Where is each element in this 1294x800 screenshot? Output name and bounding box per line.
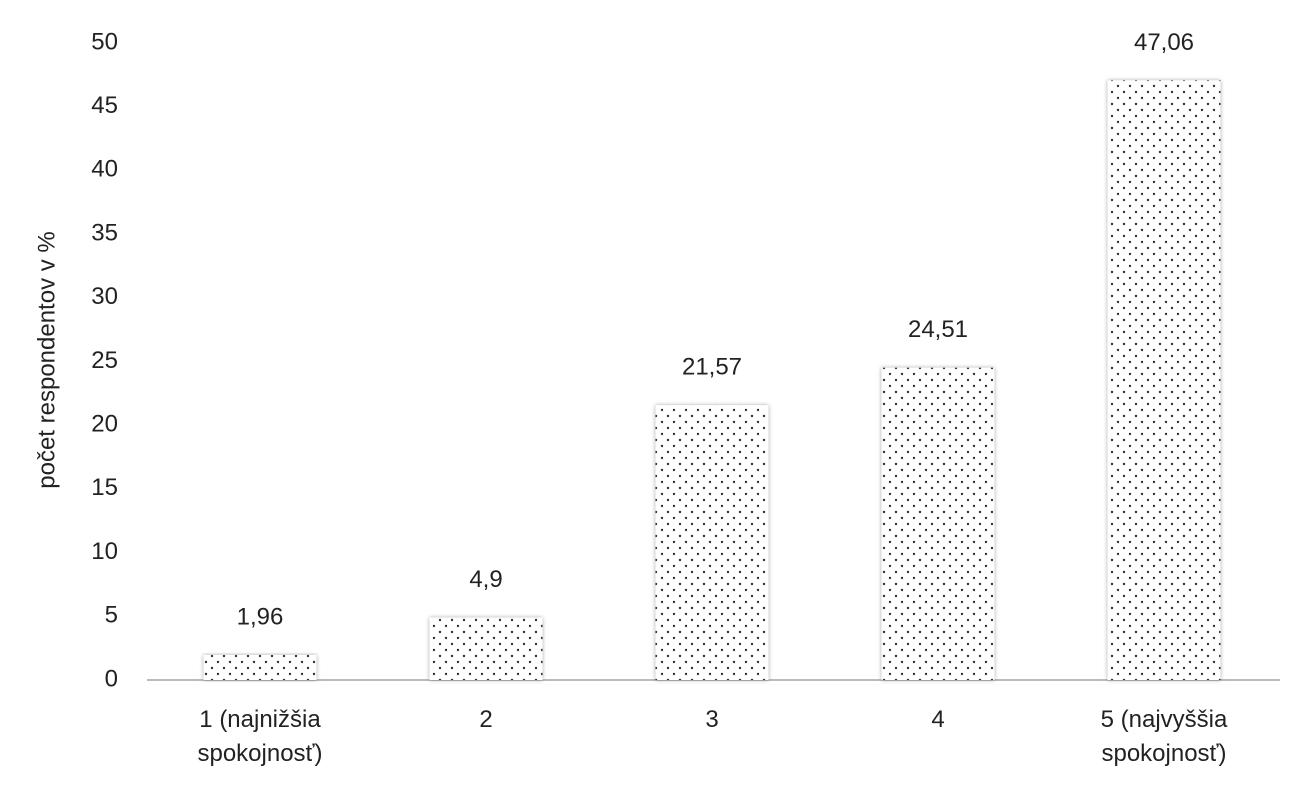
value-label: 4,9 xyxy=(469,566,502,593)
x-tick-label: 1 (najnižšia spokojnosť) xyxy=(197,706,323,767)
y-tick-label: 0 xyxy=(105,665,118,692)
x-tick-label: 2 xyxy=(479,706,493,733)
bar xyxy=(655,405,769,680)
y-tick-label: 30 xyxy=(91,283,118,310)
y-tick-label: 45 xyxy=(91,92,118,119)
value-label: 47,06 xyxy=(1134,29,1194,56)
x-tick-label: 4 xyxy=(931,706,945,733)
y-tick-label: 20 xyxy=(91,411,118,438)
y-tick-label: 35 xyxy=(91,219,118,246)
y-tick-label: 40 xyxy=(91,156,118,183)
y-tick-label: 15 xyxy=(91,474,118,501)
value-label: 24,51 xyxy=(908,316,968,343)
value-label: 21,57 xyxy=(682,354,742,381)
value-label: 1,96 xyxy=(237,603,284,630)
bar xyxy=(429,617,543,680)
x-tick-label: 5 (najvyššia spokojnosť) xyxy=(1100,706,1228,767)
y-axis-title: počet respondentov v % xyxy=(33,231,60,489)
y-tick-label: 5 xyxy=(105,602,118,629)
x-tick-label: 3 xyxy=(705,706,719,733)
y-tick-label: 25 xyxy=(91,347,118,374)
bar xyxy=(1107,80,1221,681)
y-tick-label: 50 xyxy=(91,28,118,55)
bar xyxy=(881,367,995,680)
bar xyxy=(203,655,317,680)
y-tick-label: 10 xyxy=(91,538,118,565)
